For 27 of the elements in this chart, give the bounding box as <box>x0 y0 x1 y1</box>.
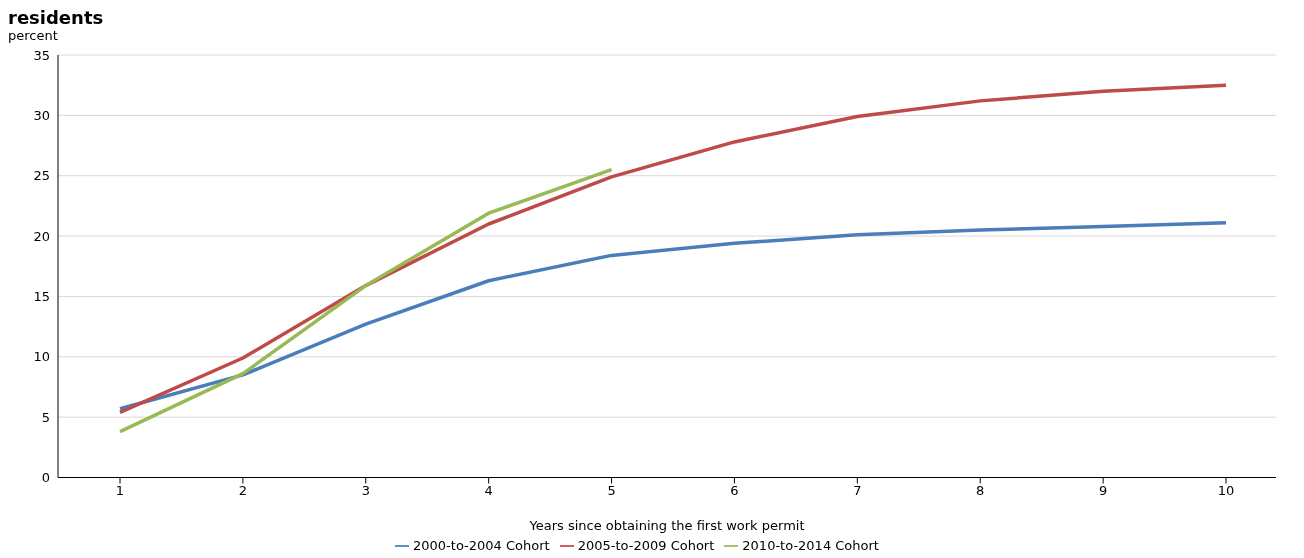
x-tick-label: 6 <box>730 482 739 498</box>
y-tick-label: 35 <box>33 47 50 63</box>
x-tick-label: 3 <box>361 482 370 498</box>
x-tick-label: 5 <box>607 482 616 498</box>
y-tick-label: 0 <box>41 470 50 486</box>
y-axis-title: percent <box>8 28 59 43</box>
y-tick-label: 20 <box>33 228 50 244</box>
y-tick-label: 30 <box>33 107 50 123</box>
x-tick-label: 2 <box>238 482 248 498</box>
line-series <box>118 167 614 434</box>
y-tick-label: 25 <box>33 168 50 184</box>
x-tick-label: 4 <box>484 482 493 498</box>
y-tick-label: 10 <box>33 349 50 365</box>
chart-title: residents <box>8 7 105 28</box>
x-tick-label: 8 <box>976 482 985 498</box>
y-tick-label: 5 <box>41 409 50 425</box>
line-series <box>118 83 1228 415</box>
legend-label: 2005-to-2009 Cohort <box>577 537 715 553</box>
x-tick-label: 1 <box>115 482 125 498</box>
x-tick-label: 7 <box>853 482 862 498</box>
legend-label: 2010-to-2014 Cohort <box>742 537 879 553</box>
y-tick-label: 15 <box>33 289 50 305</box>
x-tick-label: 10 <box>1217 482 1235 498</box>
x-tick-label: 9 <box>1098 482 1108 498</box>
legend-label: 2000-to-2004 Cohort <box>413 537 550 553</box>
x-axis-title: Years since obtaining the first work permit <box>528 517 805 533</box>
line-series <box>118 221 1228 411</box>
